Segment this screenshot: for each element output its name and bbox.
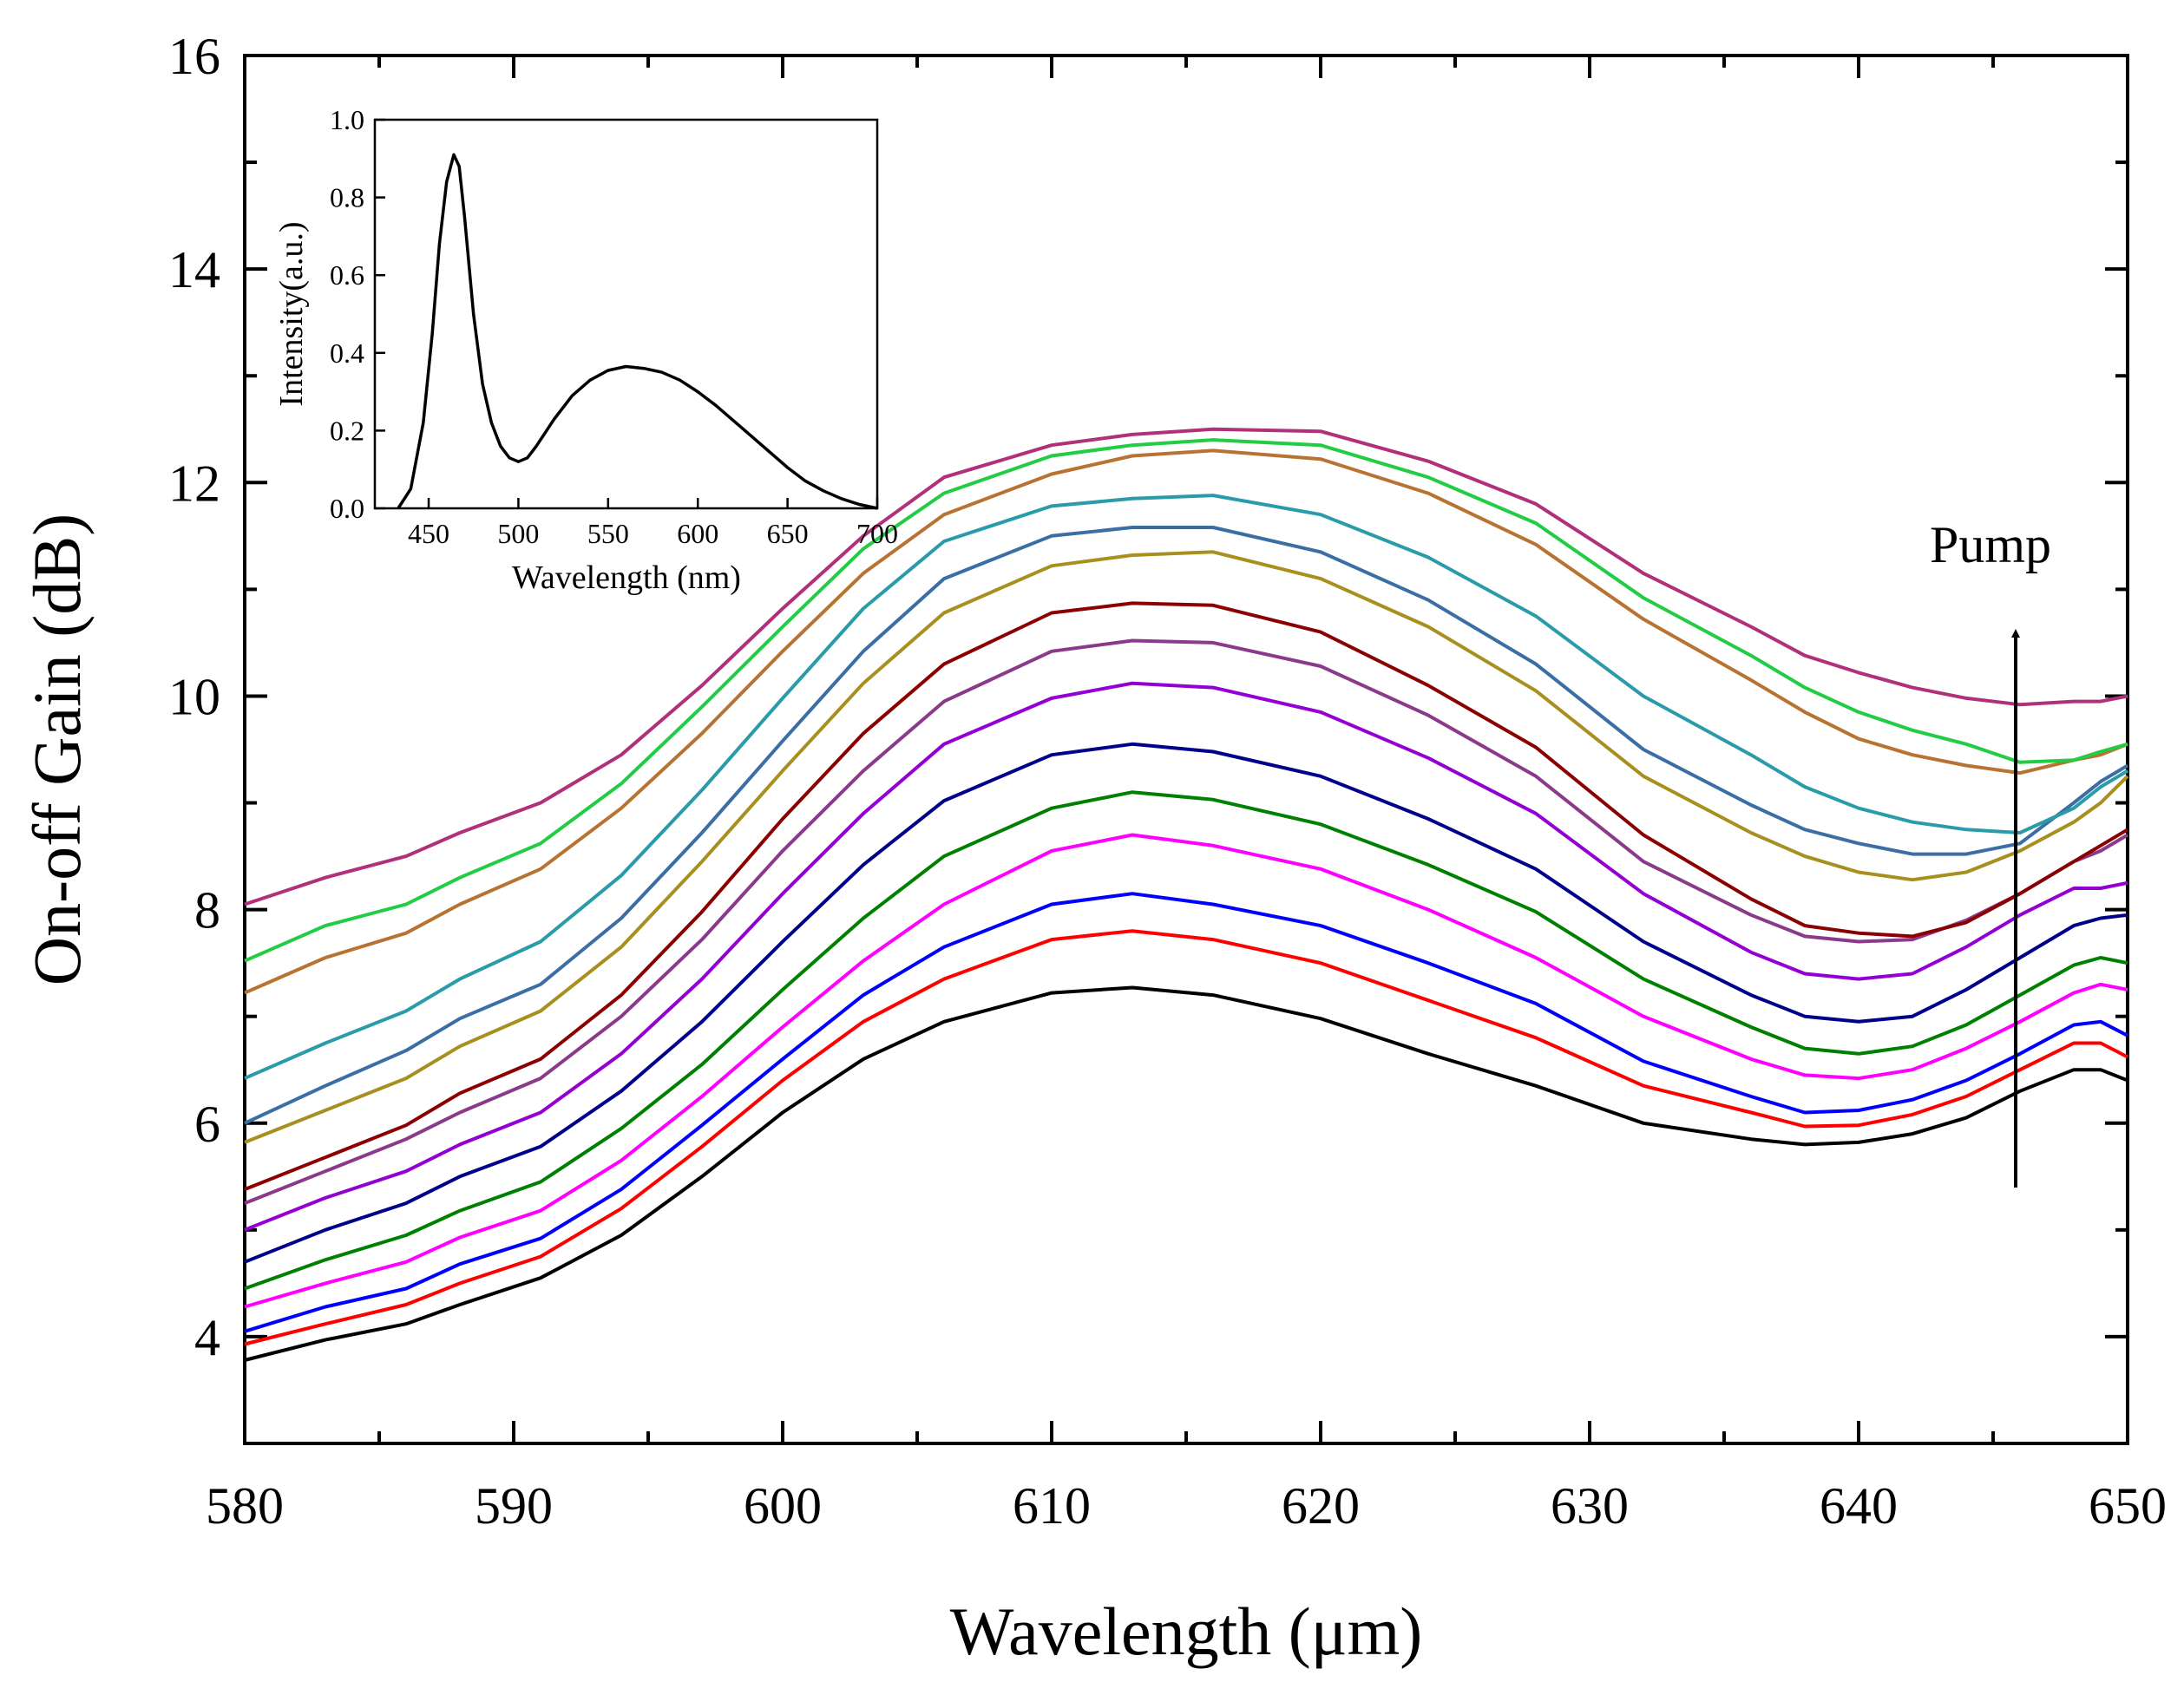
inset-y-tick-label: 1.0: [330, 104, 364, 135]
series-line-curve-9: [244, 601, 2129, 1191]
inset-y-tick-label: 0.6: [330, 259, 364, 291]
x-tick-label: 620: [1282, 1477, 1360, 1535]
y-tick-label: 12: [168, 455, 220, 512]
inset-y-axis-label: Intensity(a.u.): [273, 221, 310, 406]
series-line-curve-6: [244, 742, 2128, 1264]
inset-axis-tick-labels: 450 500 550 600 650 700 0.0 0.2 0.4 0.6 0.8 1.0: [330, 104, 898, 549]
main-axis-tick-labels: 580 590 600 610 620 630 640 650 4 6 8 10 12 14 16: [168, 28, 2167, 1535]
inset-axis-ticks: [375, 118, 879, 510]
series-line-curve-12: [244, 494, 2129, 1080]
inset-x-tick-label: 550: [587, 518, 629, 549]
x-tick-label: 580: [206, 1477, 284, 1535]
main-series-group: [244, 427, 2129, 1362]
x-tick-label: 640: [1820, 1477, 1898, 1535]
series-line-curve-3: [244, 892, 2128, 1333]
y-tick-label: 16: [168, 28, 220, 85]
series-line-curve-4: [244, 833, 2128, 1309]
series-line-curve-1: [244, 985, 2128, 1362]
pump-label: Pump: [1930, 516, 2051, 573]
inset-y-tick-label: 0.2: [330, 415, 364, 446]
inset-plot-frame: [373, 118, 879, 510]
inset-y-tick-label: 0.4: [330, 337, 364, 369]
inset-x-tick-label: 450: [408, 518, 449, 549]
x-tick-label: 630: [1551, 1477, 1629, 1535]
series-line-curve-14: [244, 438, 2128, 963]
series-line-curve-2: [244, 929, 2128, 1346]
main-axis-ticks: [243, 54, 2129, 1445]
x-tick-label: 600: [744, 1477, 822, 1535]
series-line-curve-15: [244, 427, 2128, 906]
y-tick-label: 10: [168, 668, 220, 725]
x-tick-label: 590: [475, 1477, 553, 1535]
inset-x-tick-label: 650: [767, 518, 809, 549]
inset-x-axis-label: Wavelength (nm): [512, 560, 741, 596]
series-line-curve-5: [244, 790, 2128, 1291]
inset-x-tick-label: 700: [856, 518, 898, 549]
y-tick-label: 6: [194, 1096, 220, 1153]
inset-series-line-emission: [397, 153, 878, 510]
series-line-curve-10: [244, 550, 2129, 1144]
inset-y-tick-label: 0.8: [330, 182, 364, 213]
series-line-curve-13: [244, 448, 2128, 995]
y-axis-label: On-off Gain (dB): [19, 514, 95, 985]
x-tick-label: 650: [2089, 1477, 2167, 1535]
y-tick-label: 4: [194, 1309, 220, 1366]
x-tick-label: 610: [1013, 1477, 1091, 1535]
series-line-curve-7: [244, 681, 2128, 1232]
y-tick-label: 8: [194, 882, 220, 939]
inset-series-group: [397, 153, 878, 510]
inset-y-tick-label: 0.0: [330, 493, 364, 524]
series-line-curve-11: [244, 526, 2129, 1125]
inset-x-tick-label: 500: [497, 518, 539, 549]
inset-x-tick-label: 600: [677, 518, 718, 549]
x-axis-label: Wavelength (μm): [950, 1594, 1423, 1669]
y-tick-label: 14: [168, 241, 220, 298]
